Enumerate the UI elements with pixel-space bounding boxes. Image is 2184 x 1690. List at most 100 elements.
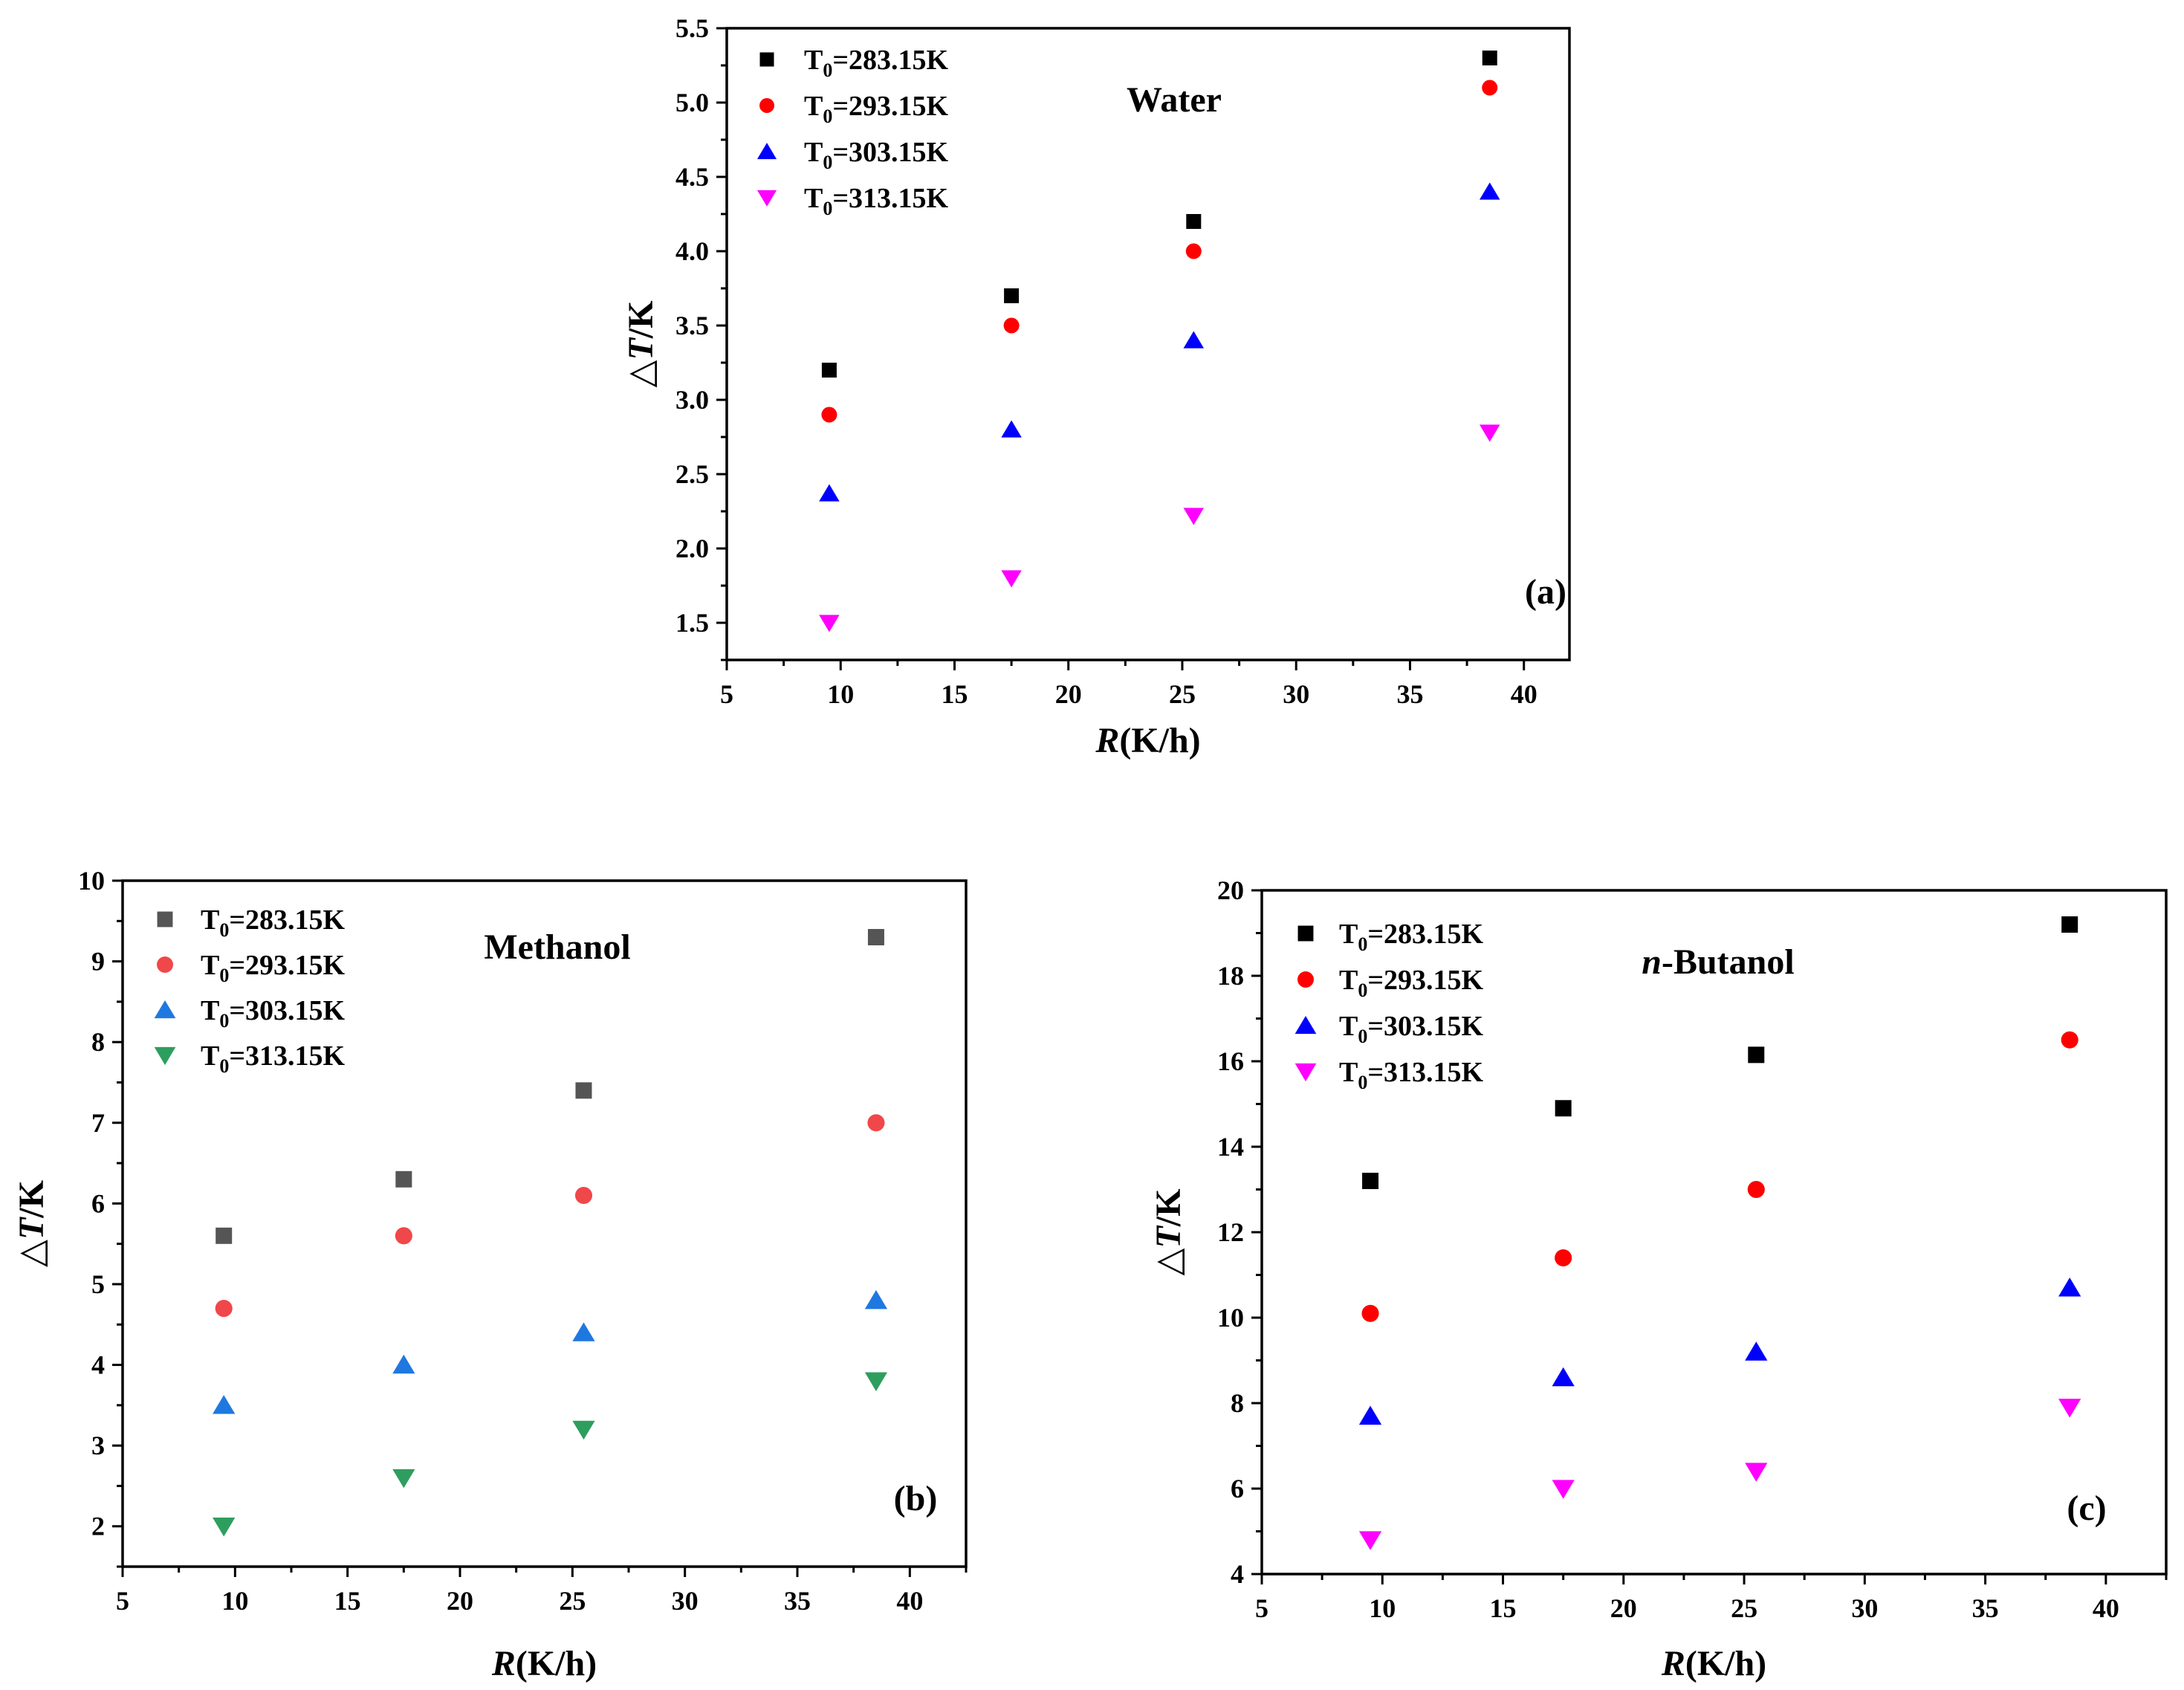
data-point-circle [821, 407, 837, 423]
y-tick-label: 6 [1231, 1474, 1244, 1503]
x-axis-title: R(K/h) [1095, 721, 1200, 760]
legend-entry: T0=293.15K [804, 91, 949, 127]
y-tick-label: 2.0 [675, 534, 709, 563]
data-point-triangle-up [1001, 420, 1022, 438]
y-tick-label: 5.5 [675, 13, 709, 43]
data-point-square [1555, 1100, 1572, 1117]
x-axis-title: R(K/h) [1661, 1644, 1766, 1683]
x-tick-label: 10 [827, 679, 854, 709]
y-tick-label: 2.5 [675, 459, 709, 489]
plot-frame [725, 27, 1571, 661]
legend-entry: T0=293.15K [1339, 965, 1484, 1001]
data-point-triangle-down [1479, 424, 1500, 442]
y-axis-title: △T/K [12, 1180, 51, 1267]
x-tick-label: 30 [1283, 679, 1309, 709]
data-point-triangle-up [572, 1322, 595, 1341]
legend-entry: T0=313.15K [1339, 1057, 1484, 1093]
solvent-label: n-Butanol [1642, 942, 1794, 982]
y-tick-label: 20 [1217, 875, 1244, 905]
x-tick-label: 15 [334, 1586, 361, 1616]
data-point-circle [574, 1186, 593, 1205]
y-axis-title: △T/K [621, 301, 661, 388]
panel-letter: (a) [1525, 572, 1566, 612]
x-tick-label: 35 [1396, 679, 1423, 709]
chart-panel-3: 5 10 15 20 25 30 35 40 4 6 8 10 12 14 16 18 20 R(K/h) △T/K… [1149, 875, 2168, 1683]
data-point-circle [867, 1114, 885, 1132]
data-point-triangle-up [392, 1354, 415, 1374]
data-point-circle [215, 1299, 233, 1318]
y-tick-label: 5.0 [675, 88, 709, 117]
legend-entry: T0=303.15K [804, 137, 949, 173]
y-tick-label: 1.5 [675, 608, 709, 638]
data-point-triangle-up [819, 484, 840, 502]
legend-entry: T0=313.15K [201, 1040, 346, 1077]
data-point-square [1004, 288, 1020, 303]
data-point-triangle-up [1745, 1341, 1768, 1361]
legend-marker-square [759, 52, 774, 67]
x-tick-label: 25 [1731, 1593, 1757, 1623]
data-point-square [575, 1082, 592, 1099]
chart-panel-1: 5 10 15 20 25 30 35 40 1.5 2.0 2.5 3.0 3.5 4.0 4.5 5.0 5… [621, 13, 1571, 760]
data-point-triangle-up [213, 1395, 236, 1414]
x-tick-label: 15 [941, 679, 968, 709]
y-tick-label: 18 [1217, 961, 1244, 991]
legend-marker-triangle-up [1294, 1015, 1317, 1035]
y-tick-label: 4.0 [675, 236, 709, 266]
legend-marker-square [1297, 925, 1314, 942]
x-tick-label: 15 [1490, 1593, 1517, 1623]
data-point-square [1482, 51, 1497, 65]
data-point-square [2061, 916, 2078, 933]
data-point-square [1186, 214, 1202, 229]
y-tick-label: 12 [1217, 1217, 1244, 1247]
data-point-triangle-up [2058, 1278, 2081, 1297]
y-tick-label: 16 [1217, 1046, 1244, 1076]
data-point-triangle-down [572, 1420, 595, 1440]
data-point-triangle-up [864, 1289, 888, 1309]
data-point-circle [1003, 317, 1020, 334]
panel-letter: (b) [894, 1479, 938, 1518]
data-point-triangle-down [2058, 1399, 2081, 1418]
y-tick-label: 4.5 [675, 162, 709, 192]
data-point-triangle-up [1479, 182, 1500, 200]
x-tick-label: 25 [559, 1586, 586, 1616]
legend-marker-triangle-down [1294, 1063, 1317, 1082]
legend-marker-circle [759, 98, 774, 113]
data-point-triangle-down [213, 1518, 236, 1537]
data-point-triangle-up [1183, 331, 1205, 349]
data-point-circle [2061, 1031, 2078, 1049]
x-tick-label: 30 [672, 1586, 699, 1616]
y-tick-label: 4 [1231, 1559, 1244, 1589]
data-point-square [1748, 1046, 1765, 1063]
y-tick-label: 9 [91, 947, 105, 977]
y-tick-label: 5 [91, 1269, 105, 1299]
data-point-triangle-down [864, 1372, 888, 1391]
x-tick-label: 40 [896, 1586, 923, 1616]
y-tick-label: 14 [1217, 1132, 1244, 1162]
legend-entry: T0=283.15K [1339, 919, 1484, 955]
legend-entry: T0=293.15K [201, 950, 346, 986]
x-tick-label: 20 [1055, 679, 1082, 709]
data-point-triangle-down [1001, 570, 1022, 588]
x-tick-label: 40 [1511, 679, 1537, 709]
solvent-label: Water [1127, 80, 1222, 120]
data-point-triangle-down [819, 615, 840, 632]
y-tick-label: 8 [91, 1027, 105, 1057]
legend-entry: T0=313.15K [804, 183, 949, 219]
legend-marker-circle [157, 956, 173, 973]
legend-entry: T0=303.15K [1339, 1011, 1484, 1047]
y-tick-label: 3 [91, 1431, 105, 1460]
legend-marker-triangle-up [756, 143, 777, 160]
x-tick-label: 5 [1255, 1593, 1268, 1623]
x-tick-label: 40 [2093, 1593, 2119, 1623]
data-point-square [395, 1171, 412, 1188]
panel-letter: (c) [2067, 1489, 2106, 1528]
x-tick-label: 35 [784, 1586, 811, 1616]
data-point-triangle-down [1745, 1463, 1768, 1482]
x-tick-label: 10 [221, 1586, 248, 1616]
y-tick-label: 7 [91, 1108, 105, 1138]
data-point-circle [1361, 1304, 1379, 1322]
data-point-square [867, 929, 884, 946]
y-tick-label: 3.5 [675, 311, 709, 340]
solvent-label: Methanol [484, 927, 630, 967]
